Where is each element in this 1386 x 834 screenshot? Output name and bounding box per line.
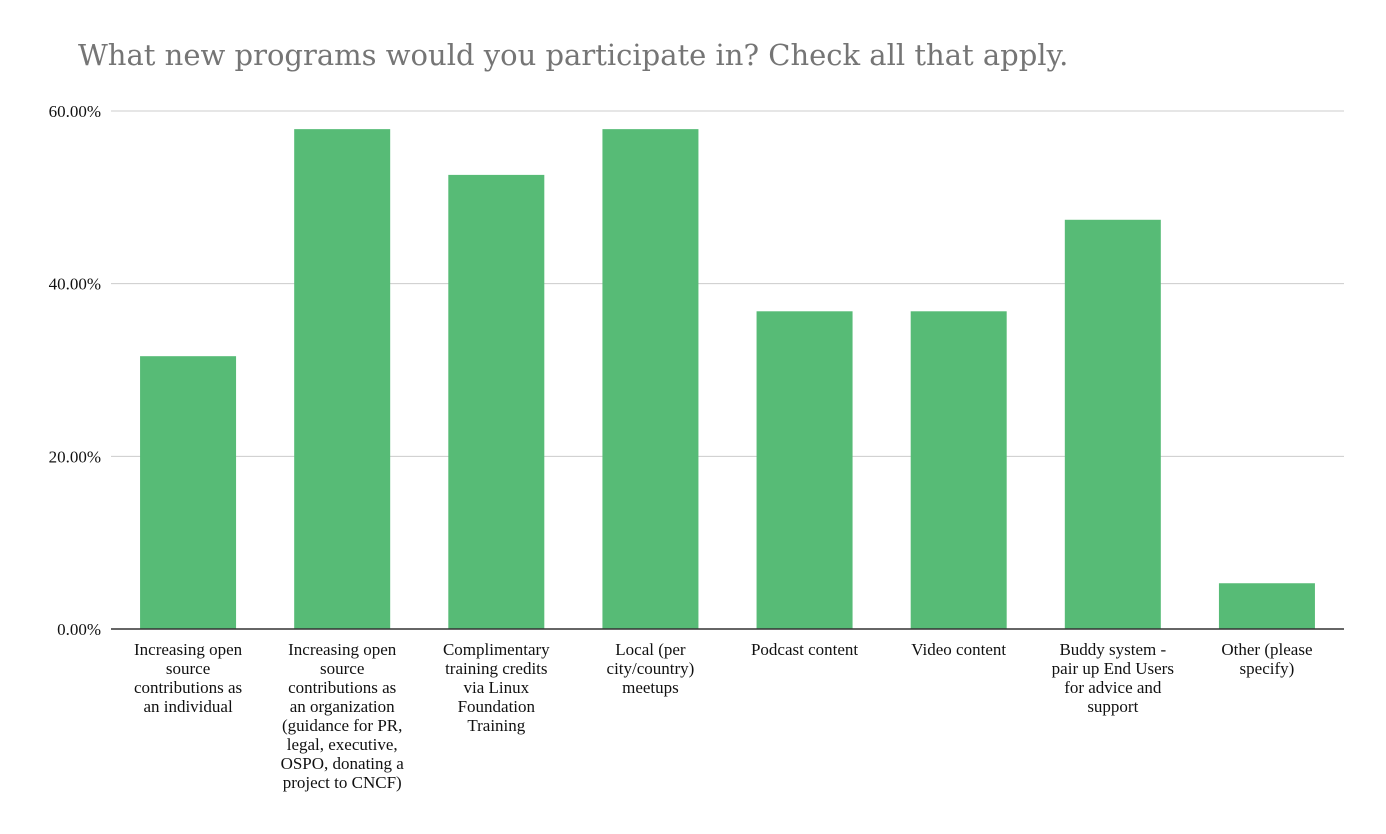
x-tick-label: Video content (911, 640, 1006, 659)
y-tick-label: 0.00% (57, 620, 101, 639)
bar (910, 311, 1007, 629)
bar (1064, 219, 1161, 629)
y-tick-label: 40.00% (49, 275, 101, 294)
bar (756, 311, 853, 629)
y-tick-label: 60.00% (49, 102, 101, 121)
x-tick-label: Complimentary training credits via Linux Fo… (443, 640, 550, 735)
bar (602, 129, 699, 629)
bar (1218, 583, 1315, 629)
y-tick-label: 20.00% (49, 447, 101, 466)
bar (140, 356, 237, 629)
x-tick-label: Local (per city/country) meetups (607, 640, 695, 697)
x-tick-label: Podcast content (751, 640, 858, 659)
x-tick-label: Increasing open source contributions as an … (134, 640, 243, 716)
x-tick-label: Increasing open source contributions as an … (281, 640, 405, 792)
chart-title: What new programs would you participate … (78, 38, 1069, 72)
x-tick-label: Other (please specify) (1221, 640, 1312, 678)
x-tick-label: Buddy system -pair up End Users for advic… (1052, 640, 1174, 716)
bar (294, 129, 391, 629)
bar (448, 174, 545, 630)
